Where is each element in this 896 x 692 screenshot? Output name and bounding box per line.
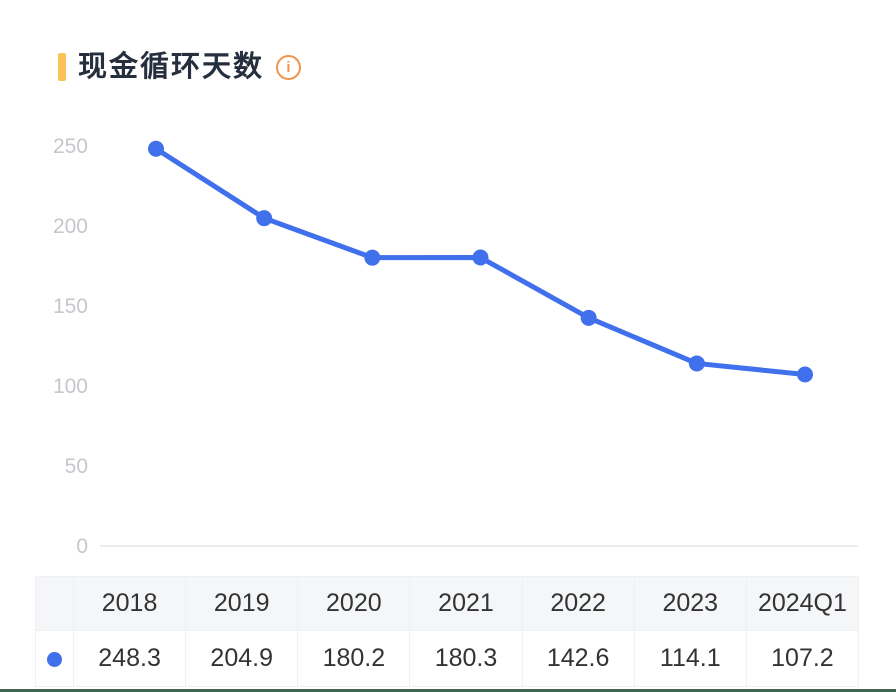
legend-cell	[35, 630, 74, 687]
value-cell: 107.2	[745, 630, 860, 687]
data-point-2019[interactable]	[256, 210, 273, 227]
column-header: 2018	[72, 576, 187, 631]
column-header: 2024Q1	[745, 576, 860, 631]
page-title: 现金循环天数	[78, 51, 265, 84]
series-legend-dot-icon	[47, 651, 62, 667]
data-point-2023[interactable]	[688, 355, 705, 372]
value-cell: 248.3	[72, 630, 187, 687]
data-point-2018[interactable]	[148, 140, 164, 157]
value-cell: 114.1	[633, 630, 747, 687]
y-axis-tick-label: 0	[76, 535, 88, 558]
table-row: 248.3 204.9 180.2 180.3 142.6 114.1 107.…	[35, 630, 860, 687]
data-point-2021[interactable]	[472, 249, 489, 266]
section-header: 现金循环天数 i	[58, 33, 302, 102]
legend-header-cell	[35, 576, 74, 631]
y-axis-tick-label: 50	[65, 455, 88, 478]
column-header: 2021	[409, 576, 523, 631]
column-header: 2023	[633, 576, 747, 631]
bottom-accent-bar	[0, 689, 896, 692]
y-axis-tick-label: 200	[53, 215, 88, 238]
column-header: 2020	[297, 576, 411, 631]
column-header: 2022	[521, 576, 635, 631]
data-point-2024Q1[interactable]	[797, 366, 813, 383]
data-point-2020[interactable]	[364, 249, 381, 266]
y-axis-tick-label: 100	[53, 375, 88, 398]
value-cell: 180.2	[297, 630, 411, 687]
table-header-row: 2018 2019 2020 2021 2022 2023 2024Q1	[35, 576, 860, 631]
title-accent-bar	[58, 53, 66, 82]
value-cell: 204.9	[185, 630, 299, 687]
chart-data-table: 2018 2019 2020 2021 2022 2023 2024Q1 248…	[35, 576, 860, 687]
info-icon[interactable]: i	[276, 54, 302, 80]
y-axis-tick-label: 250	[53, 135, 88, 158]
y-axis-tick-label: 150	[53, 295, 88, 318]
value-cell: 180.3	[409, 630, 523, 687]
cash-cycle-line-chart[interactable]: 250 200 150 100 50 0	[0, 100, 896, 570]
data-point-2022[interactable]	[580, 309, 597, 326]
value-cell: 142.6	[521, 630, 635, 687]
column-header: 2019	[185, 576, 299, 631]
